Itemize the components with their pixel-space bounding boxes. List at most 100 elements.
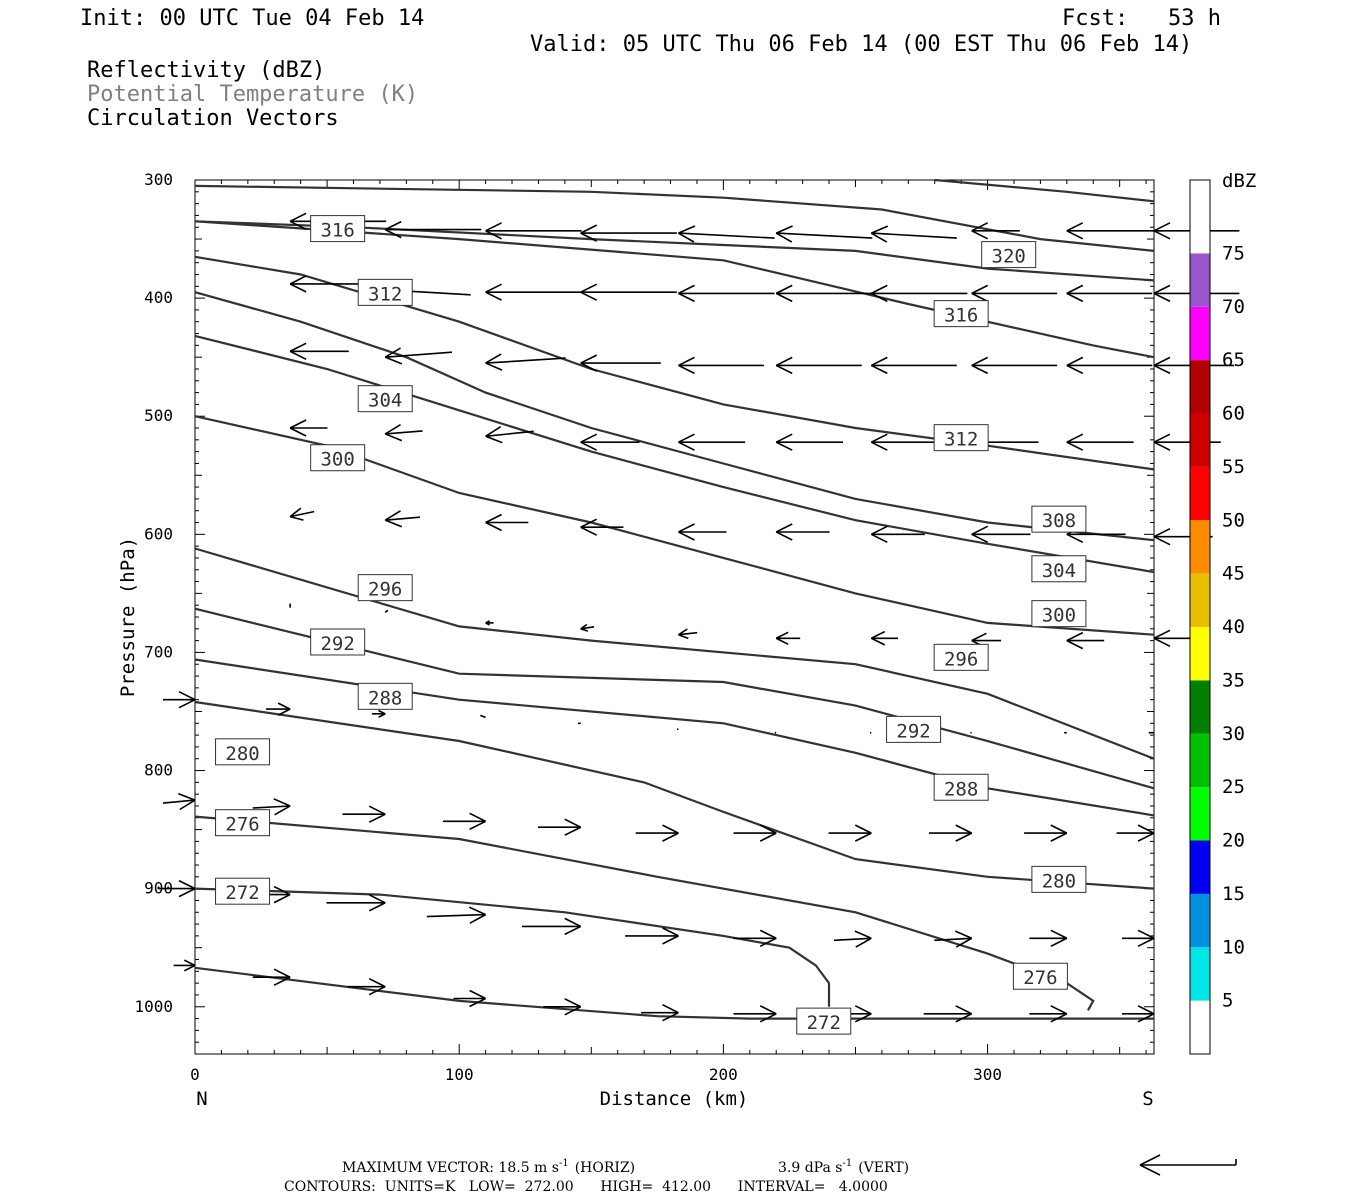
vector-head — [273, 798, 291, 807]
circulation-vector — [289, 342, 349, 361]
circulation-vector — [971, 222, 1020, 240]
vector-head — [678, 441, 695, 451]
contour-label-text: 296 — [944, 648, 978, 670]
init-time: Init: 00 UTC Tue 04 Feb 14 — [80, 6, 424, 31]
contour-label-box — [215, 738, 271, 766]
vector-shaft — [678, 631, 698, 636]
circulation-vector — [580, 283, 677, 301]
contour-label-box — [933, 424, 989, 452]
contour-label-box — [933, 773, 989, 801]
vector-head — [564, 826, 582, 836]
circulation-vector — [828, 824, 872, 842]
vector-head — [1050, 1013, 1068, 1023]
vector-head — [971, 356, 989, 367]
forecast-hour: Fcst: 53 h — [1062, 6, 1221, 31]
vector-head — [775, 356, 793, 367]
vector-head — [580, 623, 588, 630]
vector-head — [564, 1006, 582, 1016]
contour-label-text: 316 — [320, 220, 354, 242]
theta-contour-320 — [934, 178, 1155, 203]
circulation-vector — [870, 433, 939, 451]
vector-head — [1153, 284, 1171, 295]
plot-frame — [194, 179, 1155, 1055]
circulation-vector — [971, 525, 1031, 544]
contour-label-text: 292 — [320, 633, 354, 655]
contour-label: 288 — [933, 773, 989, 801]
circulation-vector — [870, 630, 898, 646]
vector-head — [178, 698, 196, 709]
vector-head — [384, 510, 401, 521]
field-reflectivity: Reflectivity (dBZ) — [87, 58, 325, 83]
theta-contour-284 — [194, 658, 1155, 817]
contour-label: 320 — [981, 241, 1037, 269]
vector-head — [971, 284, 989, 295]
colorbar-segment — [1190, 893, 1210, 948]
vector-head — [1137, 832, 1155, 842]
contour-label: 308 — [1031, 505, 1087, 533]
vector-head — [1137, 929, 1155, 939]
circulation-vector — [934, 930, 973, 948]
circulation-vector — [485, 353, 566, 371]
y-tick-label: 300 — [144, 170, 173, 189]
contour-label-box — [933, 300, 989, 328]
vector-head — [183, 959, 196, 967]
contour-labels: 316 312 304 300 296 292 288 280 276 272 320 316 312 3… — [215, 215, 1087, 1035]
vector-head — [580, 224, 598, 234]
colorbar-frame — [1189, 179, 1211, 1055]
circulation-vector — [678, 433, 746, 451]
vector-head — [273, 893, 291, 904]
vector-shaft — [384, 609, 389, 613]
vector-head — [485, 435, 503, 444]
contour-label-text: 276 — [1023, 967, 1057, 989]
vector-head — [384, 424, 401, 435]
vector-head — [775, 232, 793, 243]
vector-head — [678, 284, 695, 295]
vector-head — [775, 364, 793, 375]
contour-label: 304 — [1031, 555, 1087, 583]
vector-head — [955, 824, 973, 834]
vector-shaft — [934, 937, 972, 942]
circulation-vector — [678, 225, 775, 243]
contour-label: 272 — [215, 877, 271, 905]
contour-label: 296 — [357, 574, 413, 602]
theta-contour-304 — [194, 291, 1155, 542]
contour-label: 280 — [1031, 865, 1087, 893]
theta-contour-280 — [194, 700, 1155, 890]
contour-label-box — [310, 444, 366, 472]
vector-head — [775, 523, 793, 533]
vector-head — [854, 930, 872, 939]
field-circulation-vectors: Circulation Vectors — [87, 106, 339, 131]
colorbar-tick-label: 75 — [1222, 242, 1245, 264]
vector-head — [384, 347, 402, 358]
circulation-vector — [266, 702, 291, 716]
circulation-vector — [775, 356, 862, 375]
x-tick-label: 200 — [709, 1065, 738, 1084]
circulation-vector — [971, 284, 1058, 303]
vector-head — [1066, 284, 1084, 295]
colorbar-segment — [1190, 573, 1210, 627]
vector-head — [580, 362, 598, 372]
vector-head — [1066, 639, 1084, 650]
vector-head — [1066, 631, 1084, 642]
vector-head — [289, 212, 307, 223]
vector-head — [289, 342, 307, 352]
vector-head — [485, 521, 502, 532]
circulation-vector — [384, 510, 420, 528]
contour-label-text: 300 — [320, 449, 354, 471]
contour-label: 292 — [886, 715, 942, 743]
vector-head — [289, 220, 307, 231]
theta-contour-272 — [194, 887, 831, 1007]
vector-head — [564, 925, 582, 936]
vector-head — [378, 709, 386, 715]
vector-head — [1137, 824, 1155, 834]
y-axis-title: Pressure (hPa) — [117, 537, 139, 697]
vector-head — [277, 702, 291, 710]
vector-head — [775, 637, 789, 646]
circulation-vector — [870, 525, 925, 544]
colorbar-segment — [1190, 360, 1210, 414]
colorbar-tick-label: 10 — [1222, 936, 1245, 958]
contour-label-box — [886, 715, 942, 743]
contour-label: 304 — [357, 385, 413, 413]
circulation-vector — [157, 879, 196, 898]
vector-shaft — [833, 937, 872, 942]
